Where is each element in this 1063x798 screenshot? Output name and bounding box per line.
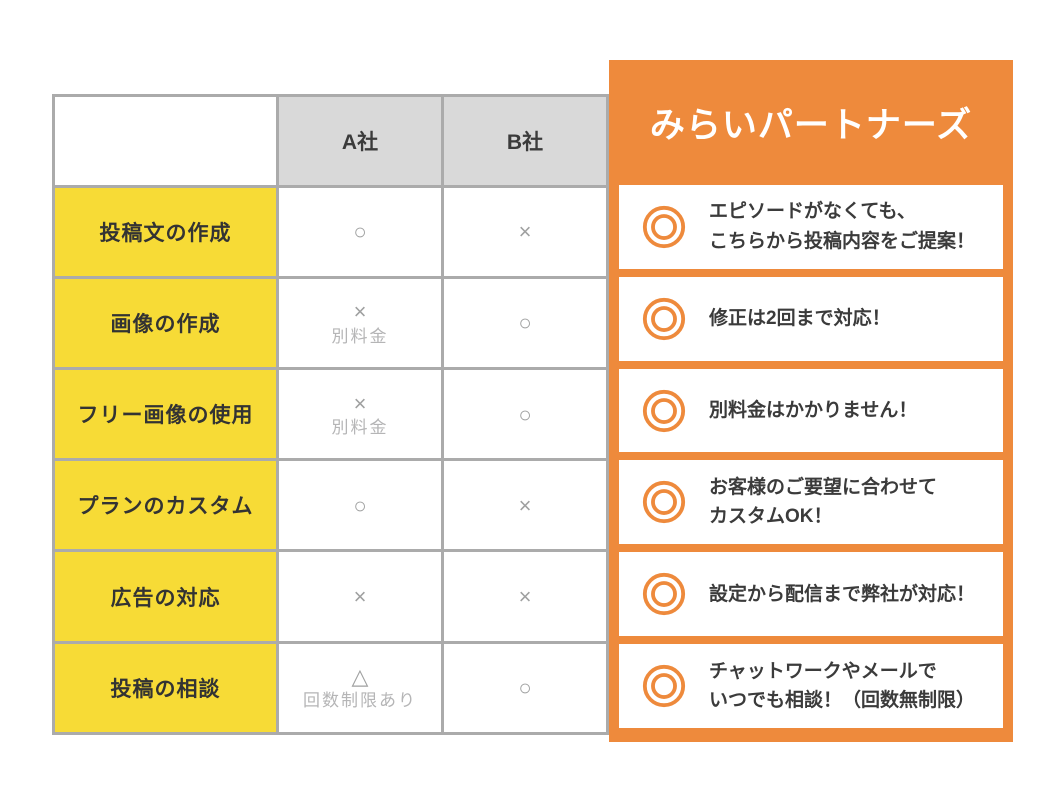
table-cell: × 別料金 <box>279 279 441 368</box>
feature-line: チャットワークやメールで <box>709 660 937 682</box>
cross-mark: × <box>353 390 367 416</box>
feature-line: エピソードがなくても、 <box>709 201 916 223</box>
feature-line: お客様のご要望に合わせて <box>709 476 938 498</box>
feature-line: こちらから投稿内容をご提案！ <box>709 230 976 252</box>
row-label-post-writing: 投稿文の作成 <box>55 188 276 277</box>
comparison-table: A社 B社 投稿文の作成 ○ × 画像の作成 × 別料金 ○ フリー画像の使用 … <box>52 94 609 735</box>
feature-line: 設定から配信まで弊社が対応！ <box>709 583 976 605</box>
row-label-free-images: フリー画像の使用 <box>55 370 276 459</box>
feature-line: カスタムOK！ <box>709 506 833 528</box>
row-label-plan-custom: プランのカスタム <box>55 461 276 550</box>
mark-note: 別料金 <box>331 418 389 438</box>
feature-item: 修正は2回まで対応！ <box>619 276 1003 361</box>
mirai-partners-panel: みらいパートナーズ エピソードがなくても、 こちらから投稿内容をご提案！ 修正は… <box>609 60 1013 742</box>
triangle-mark: △ <box>351 663 369 689</box>
cross-mark: × <box>518 583 532 609</box>
column-header-company-a: A社 <box>279 97 441 186</box>
table-cell: × <box>279 552 441 641</box>
feature-line: いつでも相談！（回数無制限） <box>709 690 976 712</box>
column-header-company-b: B社 <box>444 97 606 186</box>
double-circle-icon <box>641 479 687 525</box>
circle-mark: ○ <box>518 401 532 427</box>
table-cell: ○ <box>279 188 441 277</box>
double-circle-icon <box>641 296 687 342</box>
feature-item: 設定から配信まで弊社が対応！ <box>619 552 1003 637</box>
mark-note: 別料金 <box>331 326 389 346</box>
double-circle-icon <box>641 571 687 617</box>
double-circle-icon <box>641 204 687 250</box>
circle-mark: ○ <box>353 492 367 518</box>
circle-mark: ○ <box>518 310 532 336</box>
panel-items: エピソードがなくても、 こちらから投稿内容をご提案！ 修正は2回まで対応！ 別料… <box>609 185 1013 742</box>
mark-note: 回数制限あり <box>303 691 417 711</box>
cross-mark: × <box>518 219 532 245</box>
cross-mark: × <box>518 492 532 518</box>
double-circle-icon <box>641 663 687 709</box>
row-label-image-creation: 画像の作成 <box>55 279 276 368</box>
row-label-post-consult: 投稿の相談 <box>55 643 276 732</box>
feature-item: 別料金はかかりません！ <box>619 368 1003 453</box>
feature-item: お客様のご要望に合わせて カスタムOK！ <box>619 460 1003 545</box>
feature-item: エピソードがなくても、 こちらから投稿内容をご提案！ <box>619 185 1003 269</box>
panel-title: みらいパートナーズ <box>649 106 973 145</box>
table-cell: ○ <box>444 370 606 459</box>
table-cell: × <box>444 188 606 277</box>
feature-line: 別料金はかかりません！ <box>709 399 918 421</box>
circle-mark: ○ <box>518 674 532 700</box>
table-cell: ○ <box>279 461 441 550</box>
table-cell: × 別料金 <box>279 370 441 459</box>
table-cell: △ 回数制限あり <box>279 643 441 732</box>
table-cell: × <box>444 552 606 641</box>
cross-mark: × <box>353 299 367 325</box>
circle-mark: ○ <box>353 219 367 245</box>
cross-mark: × <box>353 583 367 609</box>
table-cell: ○ <box>444 643 606 732</box>
table-cell: ○ <box>444 279 606 368</box>
row-label-ads-support: 広告の対応 <box>55 552 276 641</box>
feature-line: 修正は2回まで対応！ <box>709 308 891 330</box>
double-circle-icon <box>641 388 687 434</box>
feature-item: チャットワークやメールで いつでも相談！（回数無制限） <box>619 644 1003 728</box>
corner-cell <box>55 97 276 186</box>
table-cell: × <box>444 461 606 550</box>
